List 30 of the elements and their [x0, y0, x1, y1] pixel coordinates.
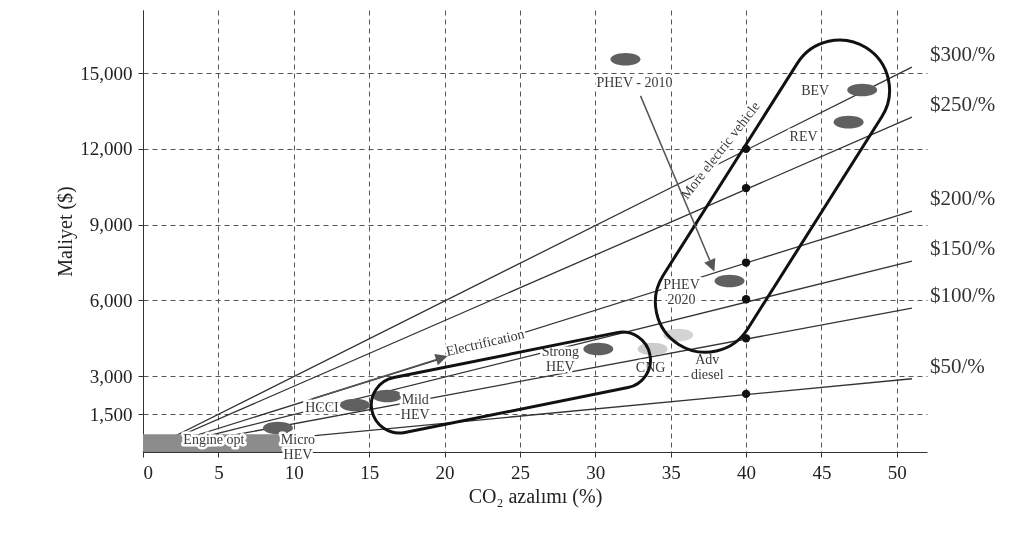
x-tick-label: 0 — [143, 461, 153, 483]
x-tick-label: 45 — [812, 461, 832, 483]
series-label: $200/% — [929, 186, 996, 211]
y-tick-label: 1,500 — [89, 403, 133, 425]
x-tick-label: 50 — [887, 461, 907, 483]
x-tick-label: 25 — [510, 461, 530, 483]
x-tick-label: 40 — [737, 461, 757, 483]
x-tick-label: 5 — [214, 461, 224, 483]
series-label: $150/% — [929, 236, 996, 261]
series-label: $50/% — [929, 353, 985, 378]
y-tick-label: 12,000 — [80, 138, 133, 160]
x-tick-label: 30 — [586, 461, 606, 483]
x-axis-title: CO₂ azalımı (%) — [468, 484, 603, 508]
x-tick-label: 35 — [661, 461, 681, 483]
y-tick-label: 3,000 — [89, 365, 133, 387]
x-tick-label: 20 — [435, 461, 455, 483]
series-label: $100/% — [929, 283, 996, 308]
annotation: BEV — [801, 83, 830, 99]
annotation: REV — [789, 129, 818, 145]
x-tick-label: 15 — [360, 461, 380, 483]
x-tick-label: 10 — [284, 461, 304, 483]
y-tick-label: 15,000 — [80, 62, 133, 84]
series-label: $250/% — [929, 92, 996, 117]
annotation: PHEV - 2010 — [596, 75, 673, 91]
y-tick-label: 6,000 — [89, 289, 133, 311]
y-axis-title: Maliyet ($) — [54, 186, 78, 277]
y-tick-label: 9,000 — [89, 214, 133, 236]
annotation: Adv diesel — [690, 352, 724, 383]
annotation: Strong HEV — [541, 343, 579, 374]
series-label: $300/% — [929, 42, 996, 67]
